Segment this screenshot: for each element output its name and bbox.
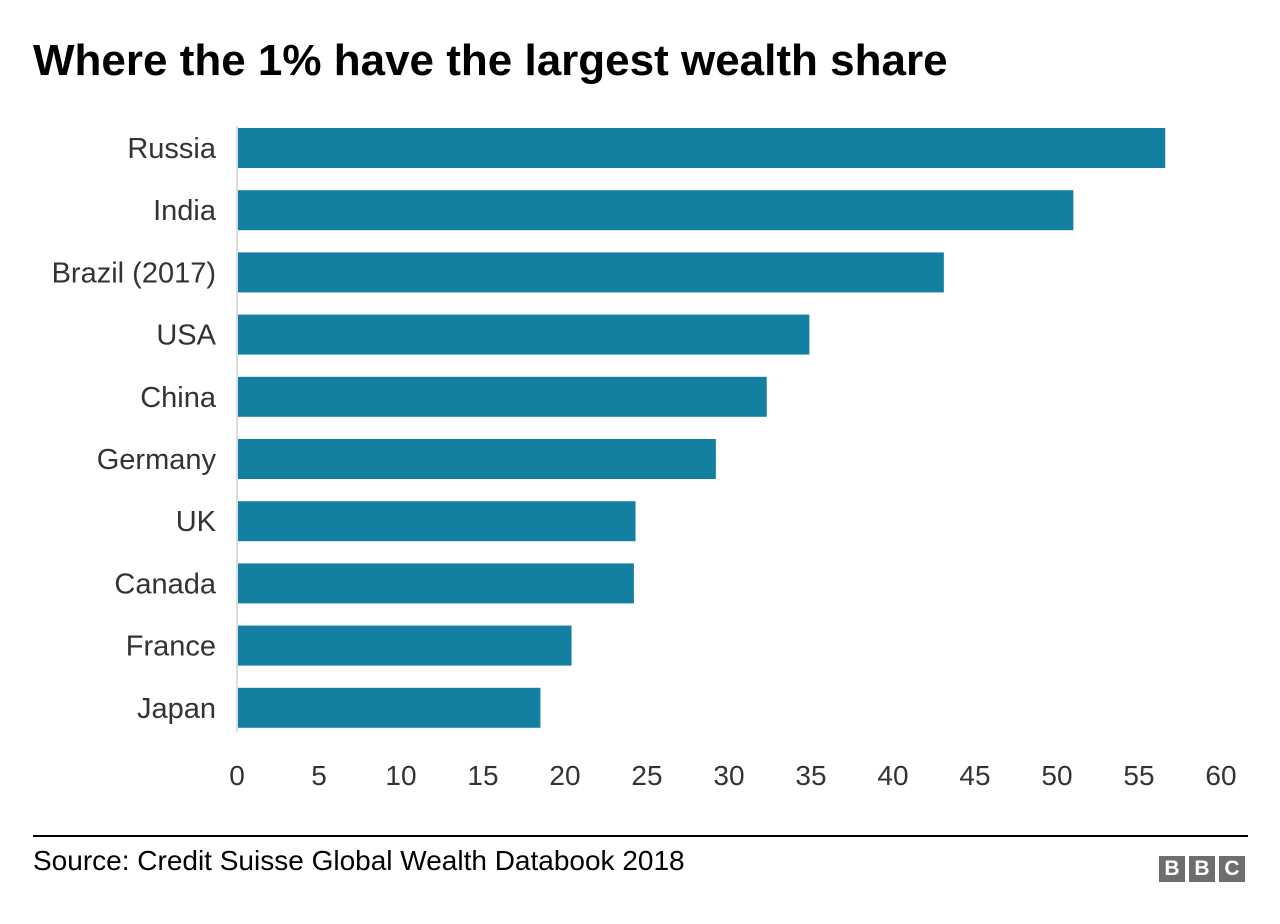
x-tick-label: 40 [877,760,908,791]
category-label: China [140,382,217,414]
category-label: Germany [97,444,217,476]
x-tick-label: 5 [311,760,327,791]
x-tick-label: 10 [385,760,416,791]
x-tick-label: 15 [467,760,498,791]
bar-canada [238,563,634,604]
category-label: France [126,631,216,663]
category-label: Canada [114,568,216,600]
category-label: Brazil (2017) [52,257,216,289]
bar-india [238,190,1074,231]
x-tick-label: 55 [1123,760,1154,791]
bar-japan [238,687,541,728]
bar-germany [238,439,716,479]
category-label: Russia [127,133,217,165]
x-tick-label: 50 [1041,760,1072,791]
chart-title: Where the 1% have the largest wealth sha… [33,36,948,85]
category-label: Japan [137,693,216,725]
x-tick-label: 35 [795,760,826,791]
logo-letter: C [1219,856,1245,882]
x-tick-label: 0 [229,760,245,791]
source-note: Source: Credit Suisse Global Wealth Data… [33,845,685,876]
x-tick-label: 20 [549,760,580,791]
x-tick-label: 45 [959,760,990,791]
x-tick-label: 30 [713,760,744,791]
x-tick-label: 60 [1205,760,1236,791]
category-label: USA [156,320,216,352]
footer-divider [33,835,1248,837]
bbc-logo: B B C [1159,856,1245,882]
logo-letter: B [1159,856,1185,882]
bar-brazil-2017- [238,252,944,293]
bar-china [238,376,767,417]
bar-uk [238,501,636,542]
bar-france [238,625,572,666]
bar-usa [238,314,810,355]
bar-russia [238,128,1166,168]
category-label: India [153,195,217,227]
category-label: UK [176,506,217,538]
x-tick-label: 25 [631,760,662,791]
logo-letter: B [1189,856,1215,882]
